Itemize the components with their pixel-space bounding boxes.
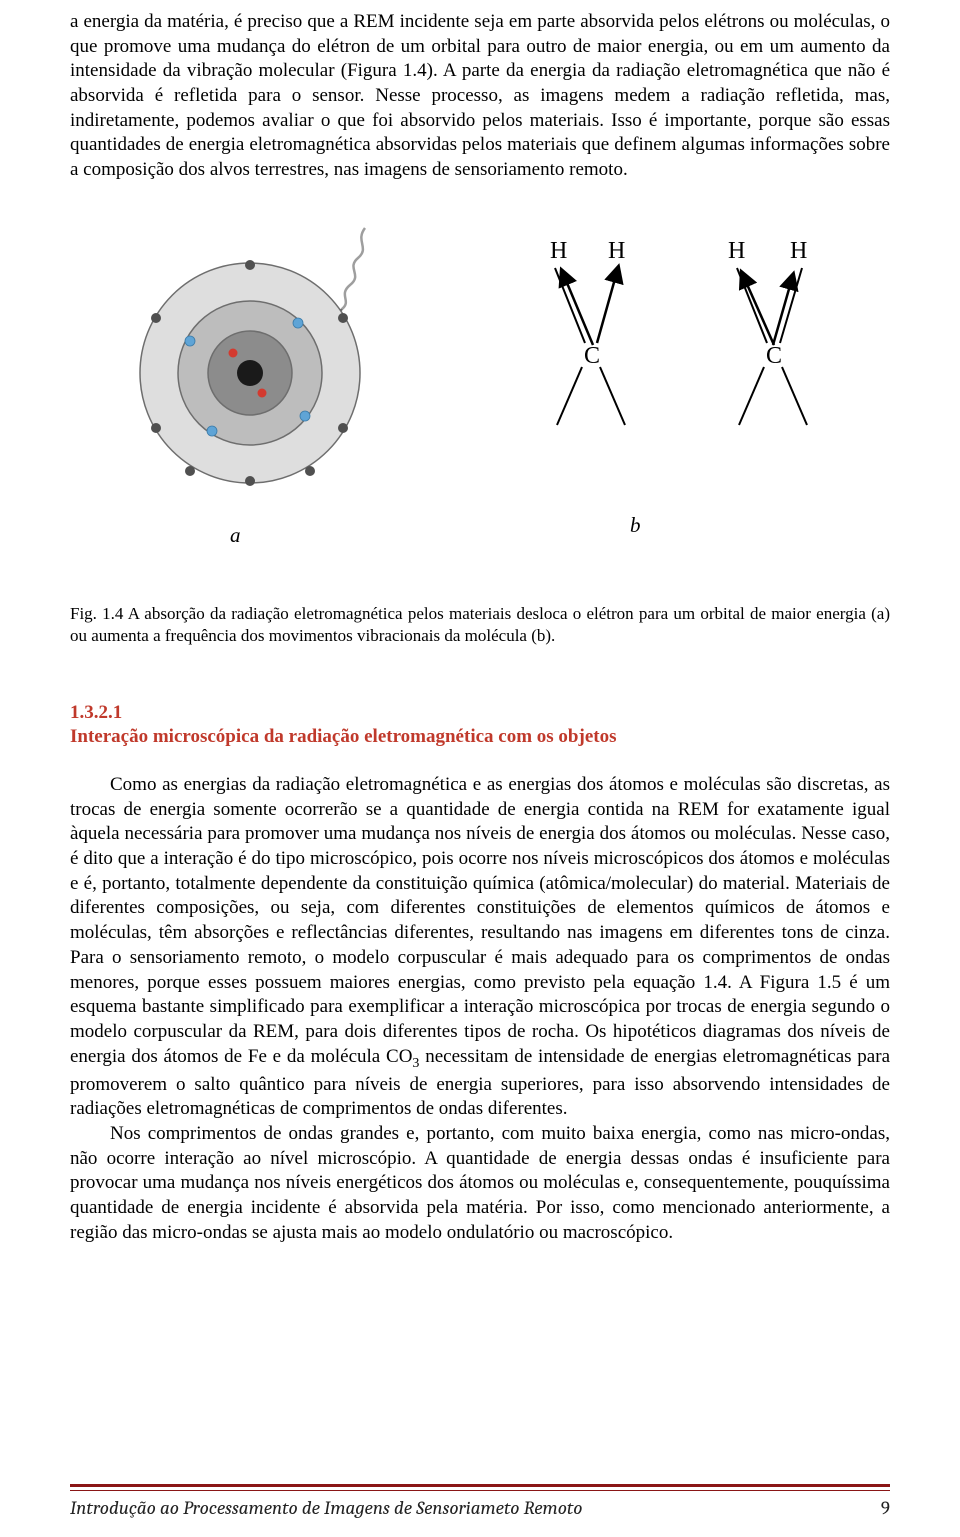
- body-paragraph-2: Nos comprimentos de ondas grandes e, por…: [70, 1122, 890, 1245]
- page-footer: Introdução ao Processamento de Imagens d…: [70, 1484, 890, 1519]
- para1-pre: Como as energias da radiação eletromagné…: [70, 774, 890, 1067]
- footer-rule-thick: [70, 1484, 890, 1487]
- h-label: H: [550, 238, 567, 264]
- footer-title: Introdução ao Processamento de Imagens d…: [70, 1497, 582, 1519]
- atom-diagram: [120, 223, 400, 503]
- figure-1-4: H H C H H C a b: [70, 223, 890, 573]
- body-paragraph-1: Como as energias da radiação eletromagné…: [70, 773, 890, 1122]
- c-label: C: [584, 343, 600, 369]
- page-number: 9: [881, 1497, 890, 1519]
- section-number: 1.3.2.1: [70, 702, 890, 724]
- h-label: H: [728, 238, 745, 264]
- figure-label-b: b: [630, 513, 641, 538]
- figure-label-a: a: [230, 523, 241, 548]
- footer-rule-thin: [70, 1490, 890, 1491]
- c-label: C: [766, 343, 782, 369]
- figure-caption: Fig. 1.4 A absorção da radiação eletroma…: [70, 603, 890, 647]
- h-label: H: [608, 238, 625, 264]
- section-title: Interação microscópica da radiação eletr…: [70, 726, 890, 748]
- molecules-diagram: H H C H H C: [490, 233, 870, 453]
- intro-paragraph: a energia da matéria, é preciso que a RE…: [70, 10, 890, 183]
- h-label: H: [790, 238, 807, 264]
